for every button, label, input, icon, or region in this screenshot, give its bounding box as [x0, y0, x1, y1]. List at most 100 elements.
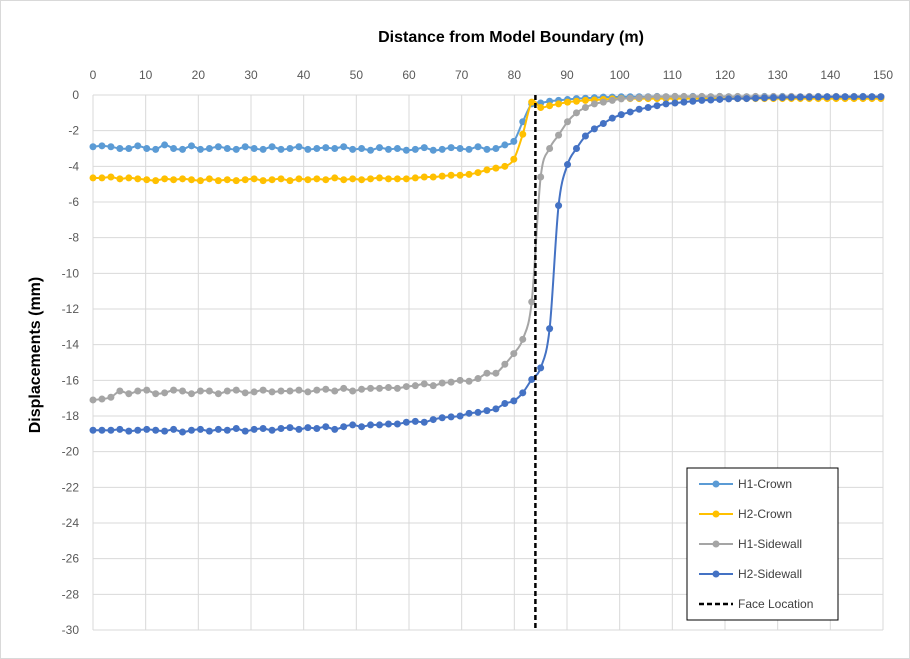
- data-point: [465, 170, 473, 178]
- data-point: [868, 93, 876, 101]
- data-point: [429, 146, 437, 154]
- data-point: [134, 142, 142, 150]
- data-point: [313, 175, 321, 183]
- y-tick-label: -14: [62, 338, 80, 352]
- data-point: [850, 93, 858, 101]
- data-point: [384, 175, 392, 183]
- x-tick-label: 70: [455, 68, 469, 82]
- data-point: [223, 387, 231, 395]
- data-point: [564, 98, 572, 106]
- data-point: [367, 146, 375, 154]
- data-point: [268, 426, 276, 434]
- x-tick-label: 0: [90, 68, 97, 82]
- data-point: [143, 386, 151, 394]
- data-point: [250, 388, 258, 396]
- data-point: [805, 93, 813, 101]
- data-point: [608, 96, 616, 104]
- data-point: [519, 335, 527, 343]
- data-point: [474, 169, 482, 177]
- data-point: [626, 108, 634, 116]
- data-point: [420, 380, 428, 388]
- data-point: [295, 386, 303, 394]
- x-tick-label: 90: [560, 68, 574, 82]
- data-point: [98, 174, 106, 182]
- data-point: [152, 426, 160, 434]
- y-tick-label: -16: [62, 373, 80, 387]
- data-point: [474, 375, 482, 383]
- y-tick-label: -18: [62, 409, 80, 423]
- data-point: [402, 175, 410, 183]
- x-tick-label: 10: [139, 68, 153, 82]
- data-point: [286, 424, 294, 432]
- series-h2-sidewall: [89, 93, 885, 436]
- x-tick-label: 120: [715, 68, 735, 82]
- data-point: [107, 173, 115, 181]
- data-point: [349, 421, 357, 429]
- data-point: [644, 93, 652, 101]
- data-point: [187, 176, 195, 184]
- data-point: [349, 387, 357, 395]
- data-point: [259, 177, 267, 185]
- data-point: [143, 145, 151, 152]
- data-point: [241, 176, 249, 184]
- data-point: [286, 145, 294, 152]
- data-point: [358, 423, 366, 431]
- data-point: [626, 94, 634, 102]
- data-point: [778, 94, 786, 101]
- data-point: [125, 174, 133, 182]
- data-point: [89, 396, 97, 404]
- data-point: [841, 93, 849, 101]
- data-point: [331, 425, 339, 433]
- data-point: [501, 400, 509, 408]
- data-point: [474, 143, 482, 151]
- x-tick-label: 130: [768, 68, 788, 82]
- y-tick-label: -22: [62, 480, 80, 494]
- grid: [92, 94, 884, 631]
- data-point: [304, 388, 312, 396]
- data-point: [259, 145, 267, 153]
- data-point: [420, 144, 428, 152]
- data-point: [161, 141, 169, 149]
- y-tick-label: -28: [62, 587, 80, 601]
- data-point: [161, 389, 169, 397]
- data-point: [349, 145, 357, 153]
- data-point: [223, 176, 231, 184]
- data-point: [259, 424, 267, 432]
- data-point: [438, 414, 446, 422]
- data-point: [501, 141, 509, 149]
- data-point: [528, 98, 536, 106]
- data-point: [581, 96, 589, 104]
- data-point: [393, 384, 401, 392]
- data-point: [286, 177, 294, 185]
- data-point: [393, 175, 401, 183]
- data-point: [492, 164, 500, 172]
- data-point: [277, 424, 285, 432]
- data-point: [510, 397, 518, 405]
- data-point: [152, 145, 160, 153]
- data-point: [376, 384, 384, 392]
- data-point: [187, 142, 195, 150]
- data-point: [438, 145, 446, 153]
- data-point: [796, 93, 804, 101]
- data-point: [98, 426, 106, 434]
- data-point: [161, 427, 169, 435]
- data-point: [214, 425, 222, 433]
- data-point: [152, 390, 160, 398]
- data-point: [313, 145, 321, 152]
- data-point: [420, 173, 428, 181]
- data-point: [599, 98, 607, 106]
- data-point: [581, 132, 589, 140]
- data-point: [376, 174, 384, 182]
- data-point: [752, 94, 760, 102]
- data-point: [116, 387, 124, 395]
- data-point: [116, 145, 124, 152]
- data-point: [304, 176, 312, 184]
- data-point: [340, 384, 348, 392]
- data-point: [447, 413, 455, 421]
- legend-marker-h2-sidewall: [712, 570, 720, 578]
- x-tick-label: 30: [244, 68, 258, 82]
- data-point: [241, 389, 249, 397]
- data-point: [653, 93, 661, 101]
- data-point: [662, 93, 670, 101]
- data-point: [599, 120, 607, 128]
